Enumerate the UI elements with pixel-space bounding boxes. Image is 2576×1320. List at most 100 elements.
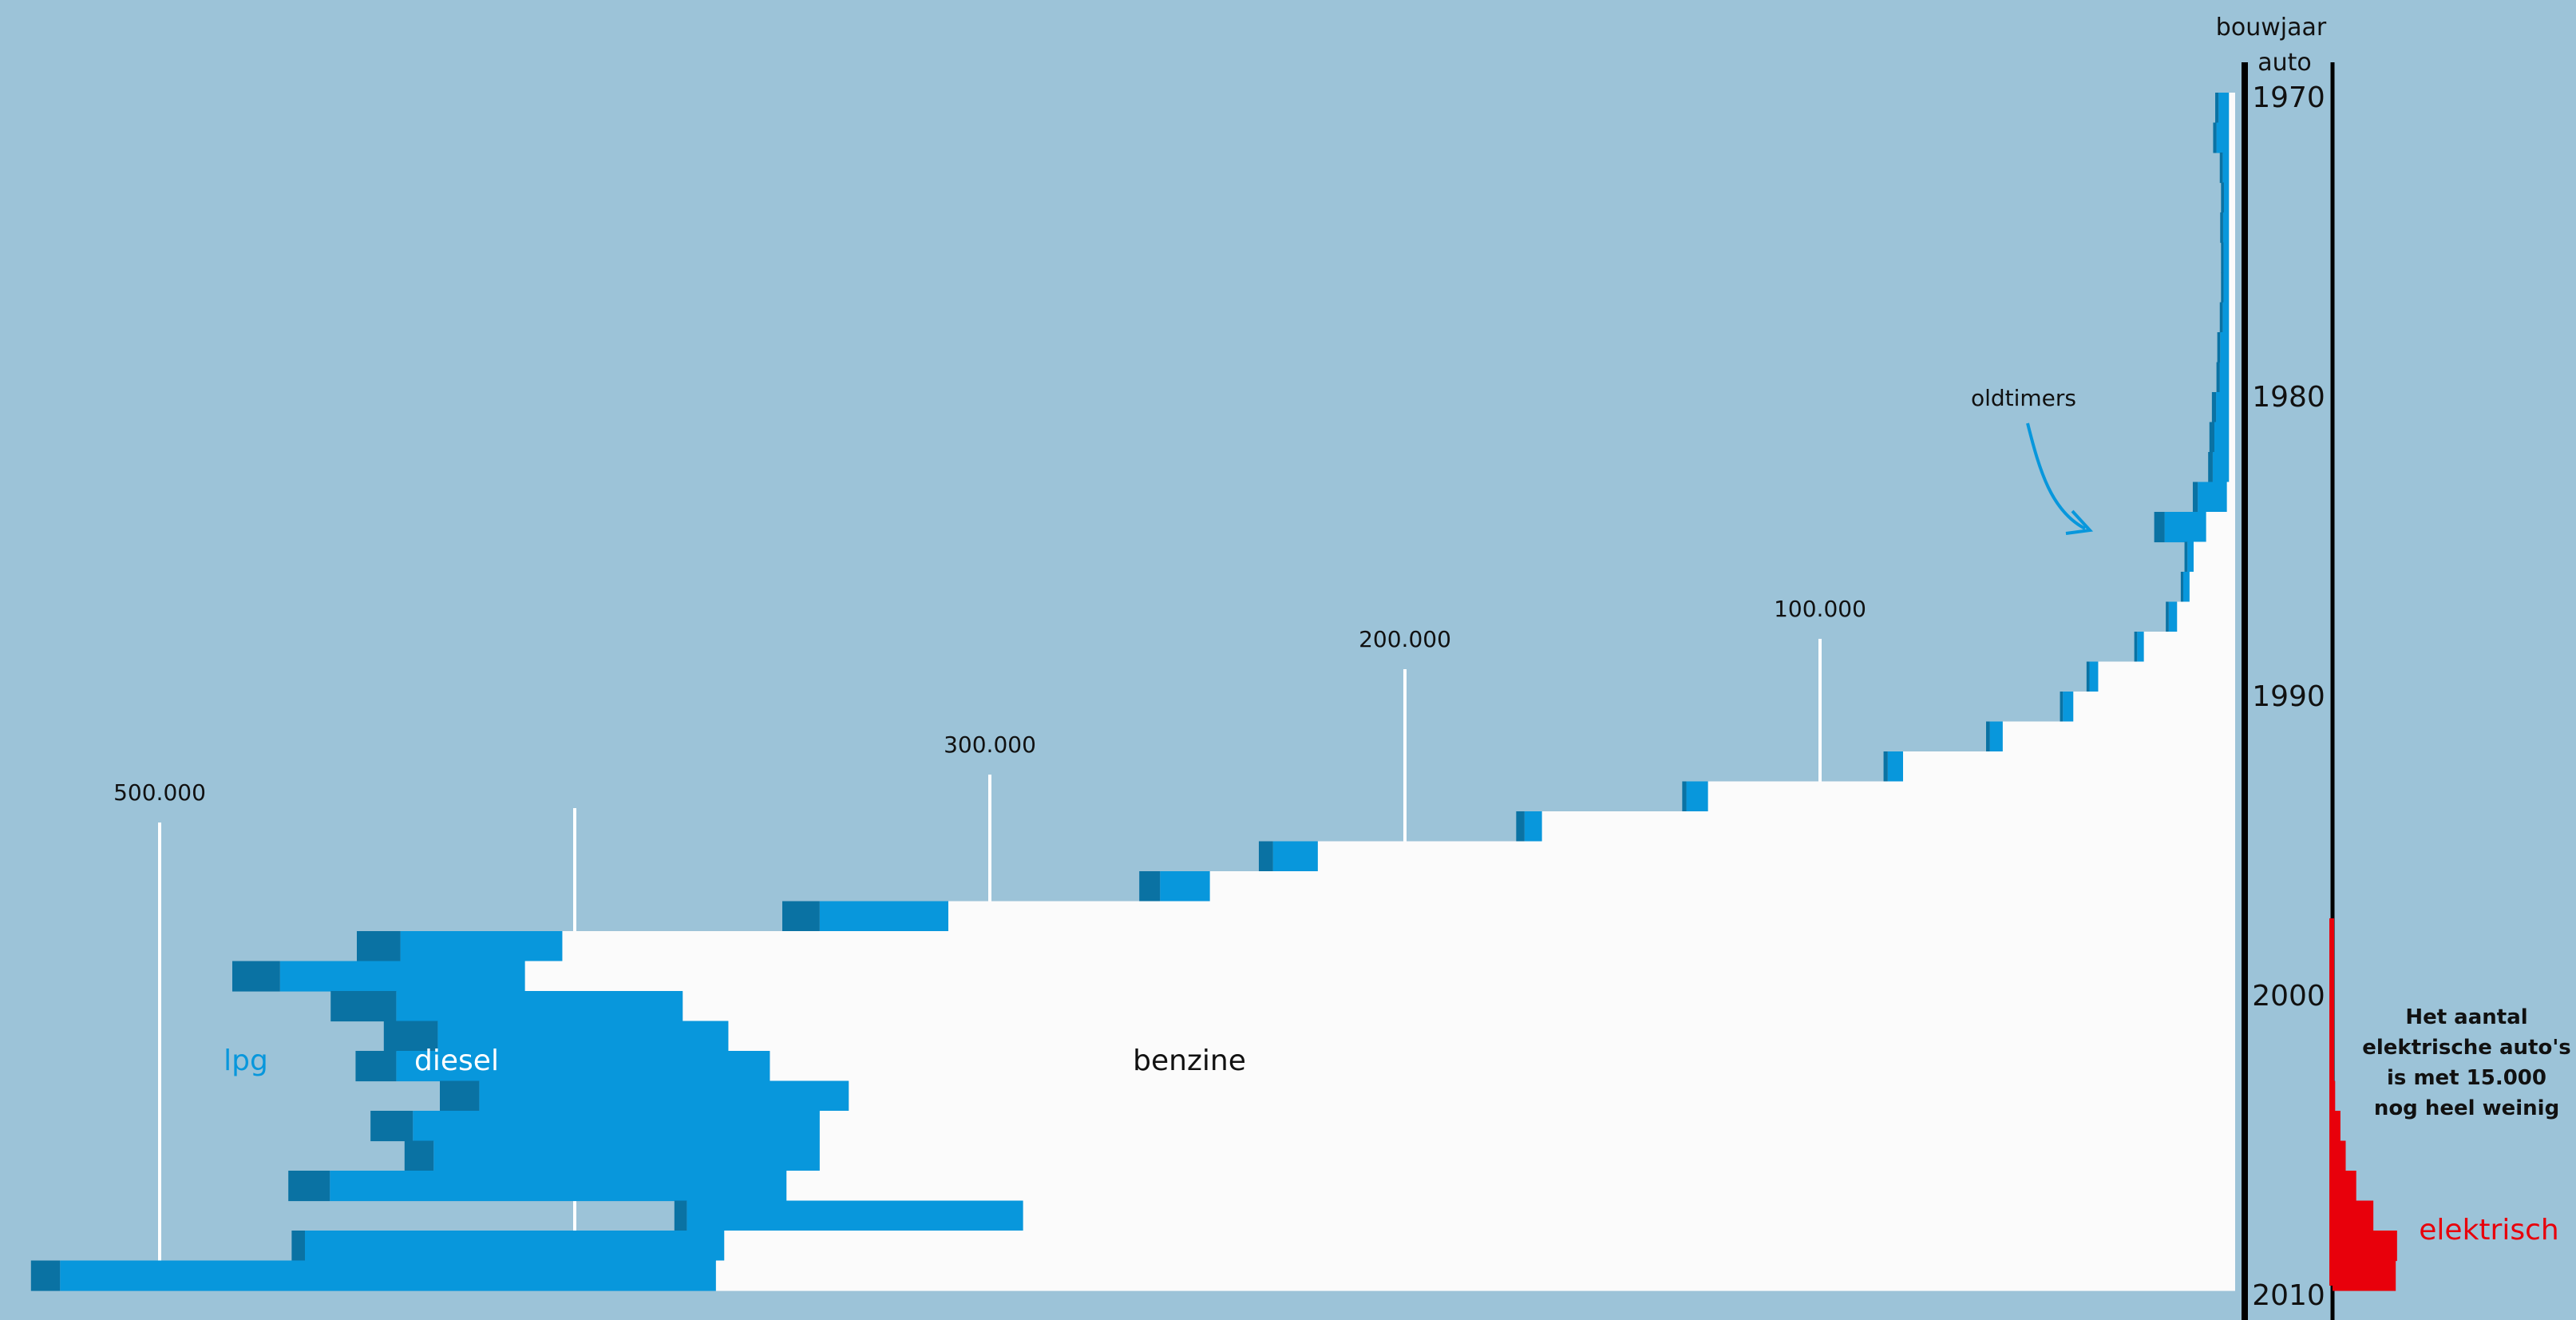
year-label-2010: 2010: [2252, 1279, 2325, 1312]
bar-diesel-1991: [1989, 721, 2003, 752]
bar-lpg-1972: [2219, 153, 2223, 184]
bar-benzine-1978: [2229, 332, 2235, 363]
bar-lpg-2008: [291, 1231, 305, 1262]
electric-note-line1: Het aantal: [2405, 1005, 2527, 1029]
x-tick-label-100000: 100.000: [1774, 596, 1866, 622]
bar-diesel-1979: [2219, 362, 2230, 393]
bar-lpg-1980: [2211, 392, 2217, 423]
bar-benzine-1982: [2229, 452, 2235, 483]
bar-diesel-2004: [413, 1111, 820, 1142]
bar-lpg-1991: [1986, 721, 1990, 752]
bar-diesel-1973: [2223, 182, 2230, 213]
bar-lpg-2001: [383, 1021, 438, 1052]
bar-diesel-1998: [400, 931, 563, 962]
bar-diesel-1999: [279, 961, 525, 992]
bar-benzine-1981: [2229, 422, 2235, 453]
bar-diesel-1982: [2212, 452, 2230, 483]
bar-diesel-1974: [2222, 212, 2230, 244]
bar-benzine-1986: [2189, 572, 2235, 603]
bar-diesel-2007: [687, 1200, 1023, 1231]
bar-lpg-1997: [782, 901, 820, 932]
bar-benzine-1992: [1903, 751, 2235, 783]
bar-diesel-1970: [2218, 93, 2230, 124]
bar-diesel-1997: [819, 901, 948, 932]
bar-benzine-1988: [2143, 632, 2235, 663]
electric-bars: [2329, 918, 2397, 1291]
bar-diesel-2005: [433, 1140, 820, 1171]
bar-diesel-2006: [330, 1171, 787, 1202]
bar-lpg-1977: [2219, 302, 2223, 333]
year-labels: 1970 1980 1990 2000 2010: [2252, 81, 2325, 1312]
bar-benzine-2008: [724, 1231, 2236, 1262]
electric-note-line2: elektrische auto's: [2362, 1036, 2571, 1060]
bar-diesel-1986: [2183, 572, 2190, 603]
bar-lpg-1988: [2134, 632, 2138, 663]
bar-diesel-1988: [2137, 632, 2144, 663]
bar-benzine-1975: [2229, 242, 2235, 273]
bar-lpg-1981: [2209, 422, 2214, 453]
bar-benzine-1977: [2229, 302, 2235, 333]
x-tick-label-500000: 500.000: [113, 779, 206, 806]
bar-benzine-1989: [2098, 661, 2235, 692]
bar-diesel-1996: [1160, 871, 1210, 902]
bar-elektrisch-2009: [2333, 1260, 2396, 1291]
bar-lpg-2002: [355, 1051, 397, 1082]
bar-benzine-1972: [2229, 153, 2235, 184]
bar-diesel-1984: [2164, 512, 2206, 543]
oldtimers-annotation: oldtimers: [1971, 385, 2076, 411]
bar-benzine-2002: [770, 1051, 2235, 1082]
bar-diesel-1990: [2063, 692, 2074, 723]
bar-lpg-2009: [30, 1260, 61, 1291]
bar-lpg-1971: [2213, 122, 2217, 153]
bar-lpg-1996: [1139, 871, 1161, 902]
bar-benzine-1970: [2229, 93, 2235, 124]
bar-diesel-1993: [1686, 781, 1708, 812]
bar-diesel-1992: [1887, 751, 1903, 783]
bar-lpg-2004: [370, 1111, 414, 1142]
bar-diesel-1977: [2222, 302, 2230, 333]
bar-benzine-1979: [2229, 362, 2235, 393]
bar-lpg-1992: [1883, 751, 1888, 783]
bar-benzine-2009: [715, 1260, 2235, 1291]
series-label-benzine: benzine: [1133, 1045, 1246, 1077]
bar-lpg-1983: [2192, 482, 2198, 513]
bar-benzine-2005: [819, 1140, 2235, 1171]
electric-note-line3: is met 15.000: [2387, 1066, 2546, 1090]
bar-diesel-1989: [2089, 661, 2099, 692]
bar-benzine-1993: [1707, 781, 2235, 812]
electric-trace: [2329, 918, 2334, 1286]
bar-benzine-1971: [2229, 122, 2235, 153]
bar-benzine-1987: [2177, 601, 2235, 632]
electric-note-line4: nog heel weinig: [2374, 1096, 2559, 1120]
bar-diesel-1981: [2214, 422, 2230, 453]
bar-diesel-1978: [2220, 332, 2230, 363]
bar-benzine-2007: [1023, 1200, 2235, 1231]
bar-lpg-2003: [440, 1080, 480, 1112]
bar-diesel-1976: [2223, 272, 2230, 303]
bar-lpg-2007: [674, 1200, 687, 1231]
bar-lpg-1995: [1258, 841, 1273, 872]
bar-benzine-1998: [562, 931, 2236, 962]
bar-lpg-1970: [2215, 93, 2219, 124]
bar-lpg-1973: [2221, 182, 2224, 213]
bar-benzine-1974: [2229, 212, 2235, 244]
bar-benzine-1999: [524, 961, 2235, 992]
bar-benzine-1996: [1209, 871, 2235, 902]
oldtimers-arrow: [2026, 422, 2086, 530]
bar-diesel-2009: [60, 1260, 716, 1291]
bar-lpg-1986: [2180, 572, 2183, 603]
bar-lpg-2000: [330, 991, 397, 1022]
bar-benzine-2004: [819, 1111, 2235, 1142]
bar-lpg-1994: [1516, 811, 1525, 842]
bar-lpg-1978: [2217, 332, 2221, 363]
bar-lpg-1999: [232, 961, 280, 992]
bar-elektrisch-2006: [2333, 1171, 2356, 1202]
bar-elektrisch-2005: [2333, 1140, 2346, 1171]
bar-lpg-1976: [2221, 272, 2224, 303]
year-label-2000: 2000: [2252, 980, 2325, 1013]
bar-diesel-2002: [396, 1051, 770, 1082]
bar-benzine-1984: [2206, 512, 2235, 543]
bar-diesel-1975: [2223, 242, 2230, 273]
bar-lpg-1993: [1682, 781, 1687, 812]
